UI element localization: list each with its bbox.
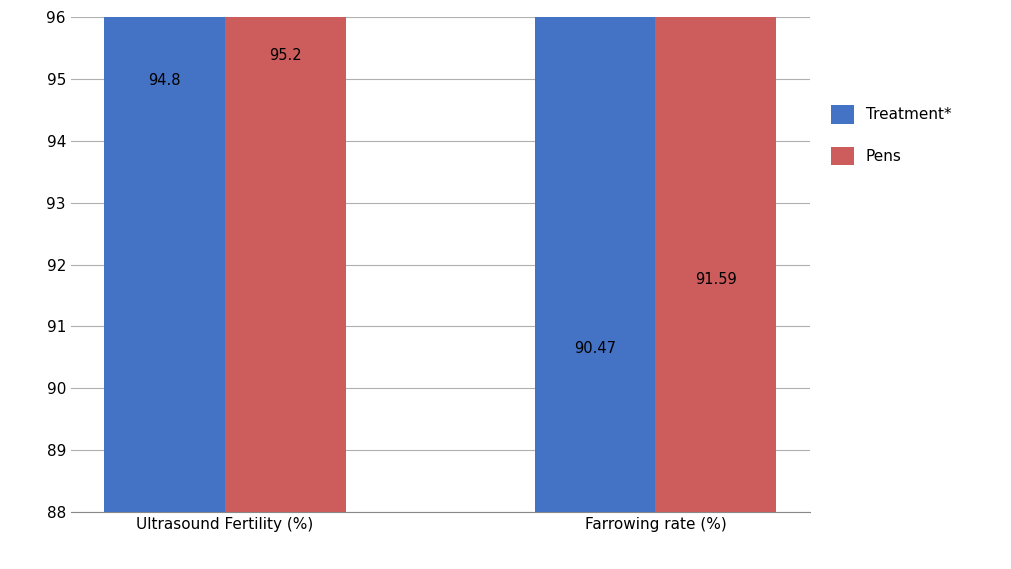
Legend: Treatment*, Pens: Treatment*, Pens bbox=[824, 99, 956, 171]
Bar bbox=[535, 0, 655, 512]
Text: 90.47: 90.47 bbox=[573, 341, 616, 356]
Text: 94.8: 94.8 bbox=[149, 73, 181, 88]
Bar bbox=[104, 0, 224, 512]
Text: 91.59: 91.59 bbox=[695, 272, 736, 287]
Bar bbox=[224, 0, 345, 512]
Text: 95.2: 95.2 bbox=[269, 48, 301, 64]
Bar bbox=[655, 0, 775, 512]
